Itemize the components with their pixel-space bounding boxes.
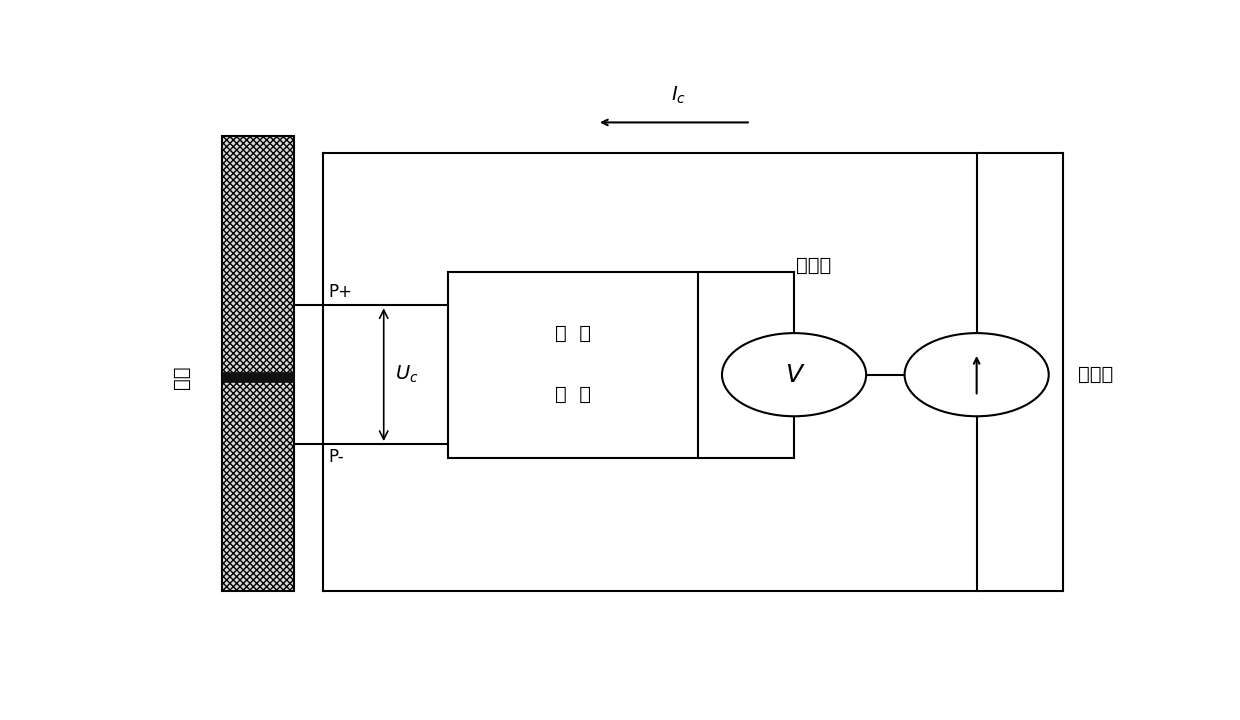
Circle shape [904, 333, 1049, 416]
Text: 电  路: 电 路 [556, 384, 591, 404]
Text: $U_c$: $U_c$ [396, 364, 419, 385]
Text: 恒流源: 恒流源 [1078, 365, 1112, 384]
Bar [222, 136, 294, 591]
Bar [222, 372, 294, 382]
Circle shape [722, 333, 867, 416]
Text: 放  大: 放 大 [556, 323, 591, 343]
Text: 试件: 试件 [172, 366, 191, 390]
Text: P-: P- [327, 449, 343, 467]
Text: 电压表: 电压表 [796, 256, 831, 275]
Text: P+: P+ [327, 283, 352, 301]
Text: $I_c$: $I_c$ [671, 84, 686, 106]
Text: V: V [785, 363, 802, 387]
Bar [448, 272, 698, 458]
